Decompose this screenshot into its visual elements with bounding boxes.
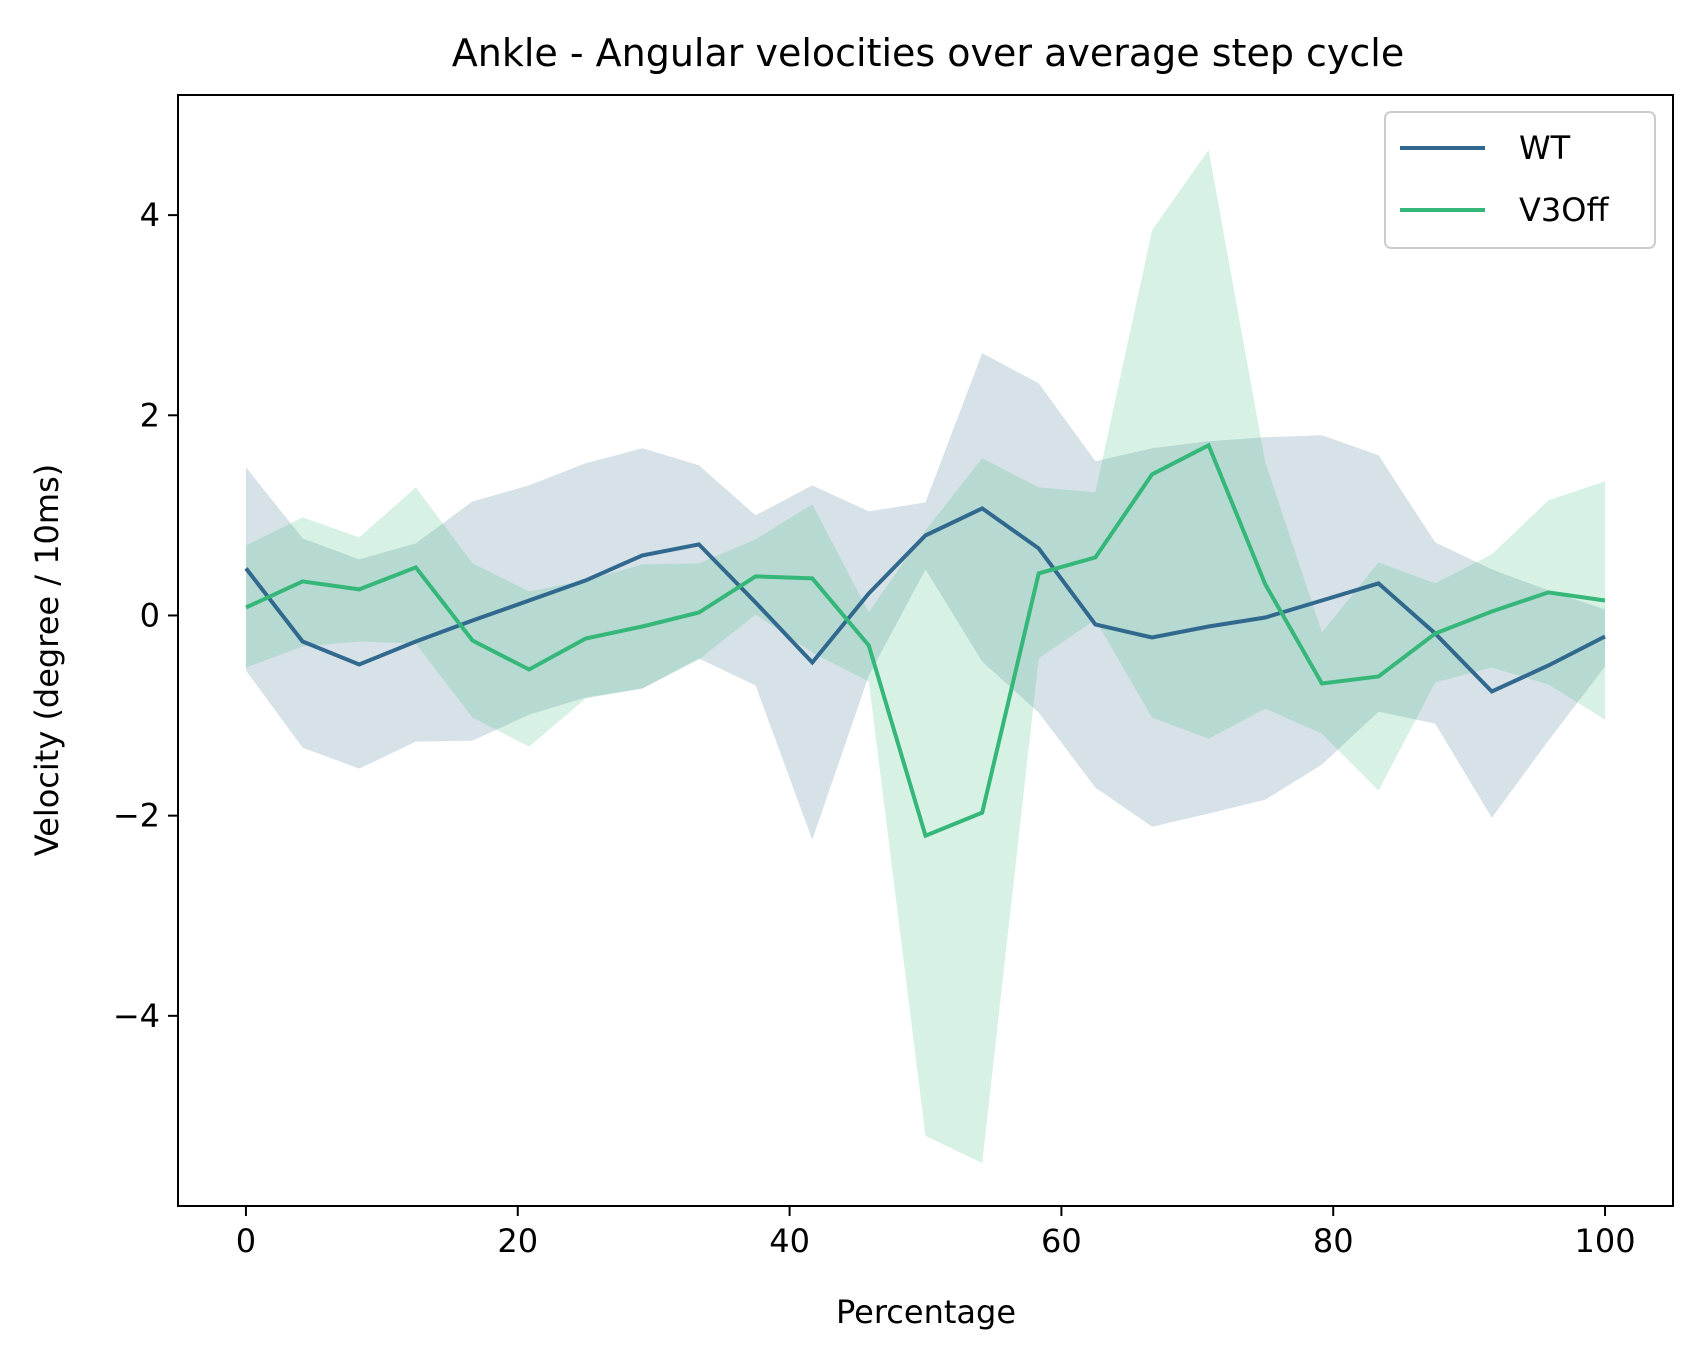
band-v3off: [246, 150, 1605, 1163]
y-axis: −4 −2 0 2 4: [113, 196, 178, 1035]
y-tick-label: 2: [140, 396, 160, 434]
chart-title: Ankle - Angular velocities over average …: [452, 31, 1405, 75]
y-tick-label: −2: [113, 797, 160, 835]
x-tick-label: 20: [497, 1222, 538, 1260]
legend-label-wt: WT: [1519, 129, 1571, 167]
x-axis-label: Percentage: [836, 1293, 1016, 1331]
y-tick-label: 4: [140, 196, 160, 234]
y-tick-label: −4: [113, 997, 160, 1035]
series-line-wt: [244, 506, 1606, 694]
plot-area: [177, 94, 1674, 1207]
y-tick-label: 0: [140, 596, 160, 634]
plot-frame: [177, 94, 1674, 1207]
x-tick-label: 80: [1313, 1222, 1354, 1260]
band-wt: [246, 353, 1605, 840]
legend-label-v3off: V3Off: [1519, 191, 1609, 229]
series-line-v3off: [245, 442, 1606, 839]
y-axis-label: Velocity (degree / 10ms): [28, 464, 66, 857]
x-tick-label: 100: [1575, 1222, 1636, 1260]
legend: WT V3Off: [1384, 111, 1656, 249]
x-tick-label: 40: [769, 1222, 810, 1260]
x-axis: 0 20 40 60 80 100: [236, 1206, 1636, 1260]
x-tick-label: 0: [236, 1222, 256, 1260]
x-tick-label: 60: [1041, 1222, 1082, 1260]
